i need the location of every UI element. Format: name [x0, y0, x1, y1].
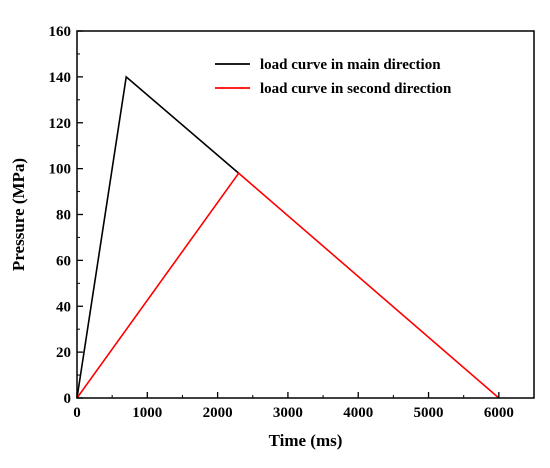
legend: load curve in main direction load curve i… — [215, 57, 452, 97]
series-line-1 — [76, 75, 240, 399]
x-tick-label: 2000 — [203, 405, 233, 421]
series-layer — [76, 75, 500, 399]
x-tick-label: 0 — [73, 405, 81, 421]
y-tick-label: 60 — [56, 253, 71, 269]
y-tick-label: 100 — [49, 162, 72, 178]
y-tick-label: 120 — [49, 116, 72, 132]
ticks-layer: 0 1000 2000 3000 4000 5000 6000 0 20 40 60 80 100 120… — [49, 24, 514, 421]
y-axis-label: Pressure (MPa) — [9, 158, 28, 271]
x-tick-label: 3000 — [273, 405, 303, 421]
y-tick-label: 160 — [49, 24, 72, 40]
x-axis-label: Time (ms) — [269, 431, 343, 450]
y-tick-label: 40 — [56, 299, 71, 315]
x-tick-label: 5000 — [414, 405, 444, 421]
series-line-2 — [76, 172, 500, 399]
y-tick-label: 20 — [56, 345, 71, 361]
y-tick-label: 0 — [64, 391, 72, 407]
y-tick-label: 80 — [56, 208, 71, 224]
y-tick-label: 140 — [49, 70, 72, 86]
x-tick-label: 1000 — [132, 405, 162, 421]
x-tick-label: 4000 — [343, 405, 373, 421]
x-tick-label: 6000 — [484, 405, 514, 421]
legend-label-2: load curve in second direction — [260, 81, 452, 97]
legend-label-1: load curve in main direction — [260, 57, 441, 73]
